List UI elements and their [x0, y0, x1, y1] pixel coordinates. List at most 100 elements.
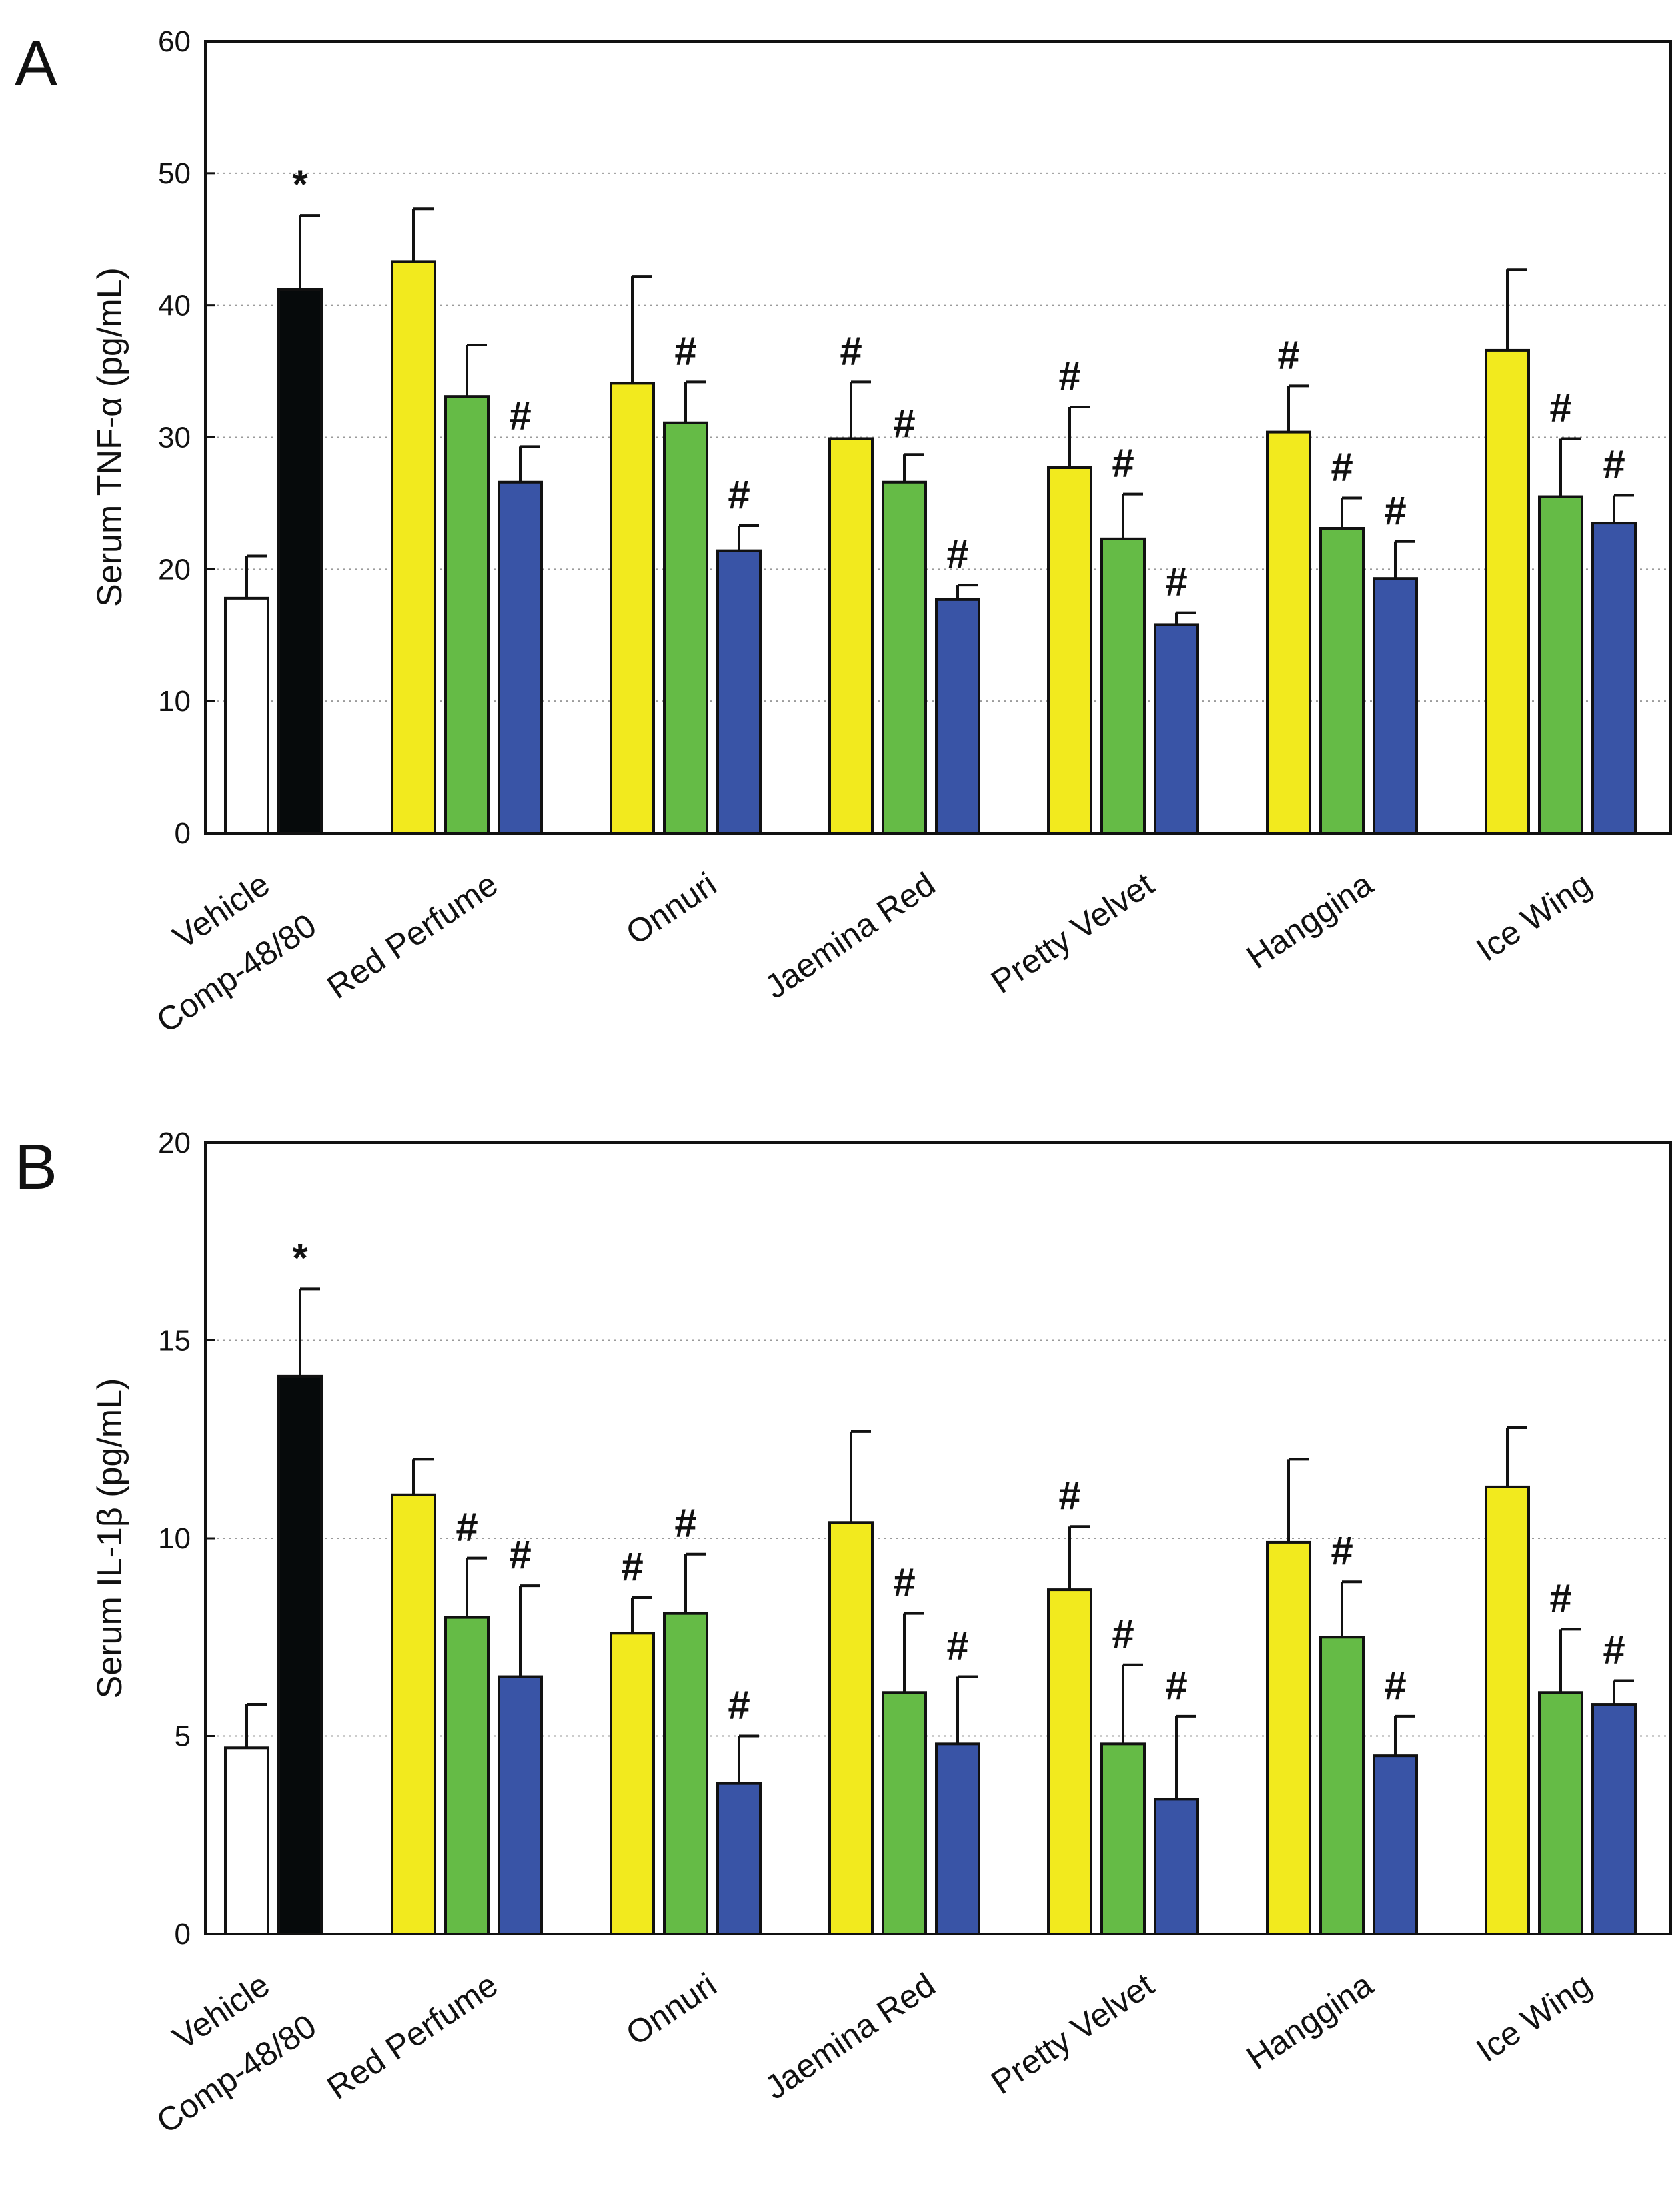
- category-label-onnuri: Onnuri: [619, 1966, 723, 2053]
- bar-dose-high: [1591, 1703, 1637, 1936]
- bar-dose-low: [1266, 1540, 1311, 1935]
- panel-b: B * # # # # # # # # # # # # # # 0 5 10 15 20 Serum IL-1β (…: [15, 1127, 1672, 2141]
- y-tick-label: 30: [158, 422, 191, 454]
- bar-dose-mid: [663, 1612, 708, 1935]
- significance-hash: #: [1058, 354, 1080, 398]
- bar-dose-high: [1154, 623, 1199, 835]
- significance-hash: #: [1603, 442, 1625, 487]
- bar-dose-mid: [1100, 537, 1146, 835]
- bar-dose-mid: [1538, 495, 1583, 835]
- category-label-onnuri: Onnuri: [619, 865, 723, 952]
- significance-hash: #: [509, 1532, 531, 1577]
- bar-dose-high: [498, 1675, 543, 1936]
- significance-hash: #: [1112, 441, 1134, 486]
- significance-hash: #: [1331, 1528, 1353, 1573]
- significance-hash: #: [1384, 1663, 1406, 1708]
- significance-hash: #: [1549, 1576, 1571, 1620]
- bar-dose-high: [1591, 522, 1637, 835]
- bar-dose-mid: [1319, 1636, 1365, 1935]
- category-label-pretty-velvet: Pretty Velvet: [984, 865, 1160, 1001]
- bar-dose-high: [498, 480, 543, 835]
- bar-comp-48-80: [277, 1374, 323, 1936]
- significance-hash: #: [1058, 1473, 1080, 1518]
- bar-dose-mid: [1100, 1742, 1146, 1936]
- bar-dose-high: [1373, 577, 1418, 835]
- y-axis-title: Serum IL-1β (pg/mL): [91, 1378, 129, 1699]
- bar-dose-high: [935, 598, 980, 835]
- bar-dose-low: [610, 1632, 655, 1936]
- bar-dose-high: [716, 549, 762, 835]
- category-label-ice-wing: Ice Wing: [1470, 865, 1599, 969]
- y-tick-label: 20: [158, 553, 191, 586]
- bar-dose-high: [716, 1782, 762, 1935]
- y-tick-label: 5: [175, 1720, 191, 1753]
- bar-dose-mid: [444, 1616, 490, 1936]
- bar-dose-mid: [882, 480, 927, 835]
- significance-hash: #: [621, 1544, 643, 1589]
- category-label-red-perfume: Red Perfume: [321, 865, 505, 1006]
- bar-dose-mid: [1319, 527, 1365, 835]
- significance-hash: #: [1331, 445, 1353, 490]
- significance-hash: #: [1112, 1612, 1134, 1656]
- y-tick-label: 10: [158, 1522, 191, 1555]
- bar-dose-mid: [663, 421, 708, 835]
- bar-vehicle: [224, 596, 269, 835]
- significance-hash: #: [728, 1683, 750, 1728]
- bar-dose-low: [828, 437, 874, 835]
- bar-dose-high: [1154, 1798, 1199, 1935]
- significance-hash: #: [674, 328, 696, 373]
- bar-dose-low: [1485, 348, 1530, 835]
- significance-hash: #: [946, 532, 968, 576]
- bar-dose-low: [391, 1493, 436, 1935]
- bar-dose-low: [1047, 1588, 1092, 1936]
- significance-hash: #: [1603, 1627, 1625, 1672]
- significance-hash: #: [946, 1624, 968, 1668]
- bar-dose-low: [828, 1521, 874, 1935]
- significance-star: *: [292, 1235, 308, 1280]
- significance-star: *: [292, 162, 308, 207]
- bar-vehicle: [224, 1746, 269, 1936]
- category-label-jaemina-red: Jaemina Red: [758, 865, 942, 1006]
- bar-dose-low: [610, 382, 655, 835]
- y-tick-label: 50: [158, 157, 191, 190]
- category-label-red-perfume: Red Perfume: [321, 1966, 505, 2107]
- y-tick-label: 60: [158, 25, 191, 58]
- y-tick-label: 40: [158, 290, 191, 322]
- category-label-hanggina: Hanggina: [1240, 865, 1379, 976]
- significance-hash: #: [1165, 1663, 1187, 1708]
- significance-hash: #: [728, 472, 750, 517]
- significance-hash: #: [456, 1505, 478, 1550]
- significance-hash: #: [1549, 385, 1571, 430]
- bar-dose-low: [391, 260, 436, 835]
- significance-hash: #: [674, 1501, 696, 1546]
- y-axis-title: Serum TNF-α (pg/mL): [91, 267, 129, 607]
- significance-hash: #: [893, 401, 915, 446]
- significance-hash: #: [840, 328, 862, 373]
- panel-letter-b: B: [15, 1131, 57, 1203]
- category-label-hanggina: Hanggina: [1240, 1966, 1379, 2077]
- bar-dose-mid: [444, 395, 490, 835]
- y-tick-label: 15: [158, 1325, 191, 1357]
- y-tick-label: 0: [175, 1918, 191, 1951]
- category-label-pretty-velvet: Pretty Velvet: [984, 1966, 1160, 2101]
- significance-hash: #: [1384, 488, 1406, 533]
- significance-hash: #: [1277, 332, 1299, 377]
- bar-dose-high: [935, 1742, 980, 1936]
- category-label-ice-wing: Ice Wing: [1470, 1966, 1599, 2069]
- y-tick-label: 20: [158, 1127, 191, 1159]
- bar-dose-high: [1373, 1754, 1418, 1935]
- panel-a: A * # # # # # # # # # # # # # # 0 10 20 30 40 50 60 Serum TN…: [15, 25, 1672, 1040]
- panel-letter-a: A: [15, 28, 57, 99]
- bar-comp-48-80: [277, 288, 323, 835]
- y-tick-label: 10: [158, 685, 191, 718]
- y-tick-label: 0: [175, 817, 191, 850]
- category-label-jaemina-red: Jaemina Red: [758, 1966, 942, 2107]
- bar-dose-low: [1485, 1485, 1530, 1935]
- bar-dose-mid: [882, 1691, 927, 1936]
- bar-dose-low: [1266, 430, 1311, 835]
- bar-dose-low: [1047, 466, 1092, 835]
- significance-hash: #: [1165, 560, 1187, 604]
- significance-hash: #: [509, 393, 531, 438]
- bar-dose-mid: [1538, 1691, 1583, 1936]
